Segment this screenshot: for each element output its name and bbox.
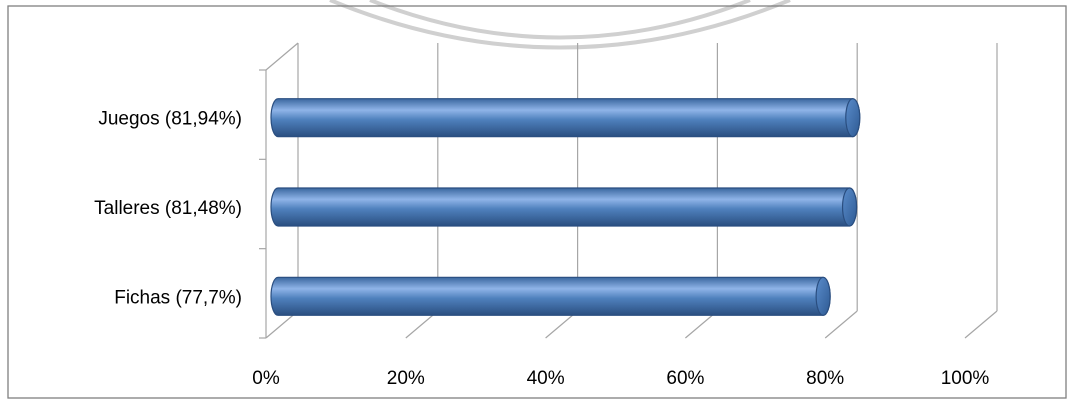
- watermark-seal: [329, 0, 791, 50]
- chart-frame: [7, 5, 1067, 399]
- category-labels: Juegos (81,94%) Talleres (81,48%) Fichas (…: [94, 109, 242, 309]
- category-label: Fichas (77,7%): [114, 287, 242, 308]
- category-label: Talleres (81,48%): [94, 198, 242, 219]
- bar: [270, 276, 831, 316]
- x-tick-label: 40%: [527, 368, 565, 389]
- axes: [259, 42, 299, 339]
- bar-end-cap: [845, 98, 861, 138]
- bar: [270, 187, 858, 227]
- x-tick-labels: 0% 20% 40% 60% 80% 100%: [252, 368, 989, 389]
- x-tick-label: 80%: [806, 368, 844, 389]
- category-label: Juegos (81,94%): [98, 109, 242, 130]
- bars: [270, 98, 861, 316]
- floor-gridline-5: [964, 310, 998, 339]
- y-axis-depth-top: [265, 42, 299, 71]
- x-tick-label: 0%: [252, 368, 280, 389]
- bar-end-cap: [841, 187, 858, 227]
- bar: [270, 98, 861, 138]
- x-tick-label: 20%: [387, 368, 425, 389]
- bar-body: [270, 98, 861, 138]
- x-tick-label: 100%: [941, 368, 990, 389]
- bar-body: [270, 276, 831, 316]
- x-tick-label: 60%: [666, 368, 704, 389]
- bar-body: [270, 187, 858, 227]
- bar-end-cap: [815, 276, 831, 316]
- floor-gridline-4: [824, 310, 858, 339]
